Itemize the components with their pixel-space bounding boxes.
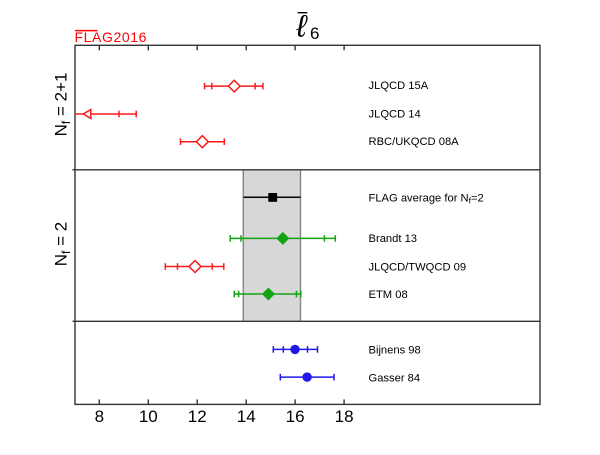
svg-text:16: 16 — [286, 407, 305, 426]
svg-text:JLQCD 14: JLQCD 14 — [369, 108, 421, 120]
svg-text:Nf = 2+1: Nf = 2+1 — [52, 73, 74, 137]
svg-text:8: 8 — [95, 407, 104, 426]
svg-text:18: 18 — [335, 407, 354, 426]
svg-text:12: 12 — [188, 407, 207, 426]
svg-text:14: 14 — [237, 407, 256, 426]
svg-text:Brandt 13: Brandt 13 — [369, 233, 418, 245]
svg-text:FLAG average for Nf=2: FLAG average for Nf=2 — [369, 192, 484, 205]
svg-text:JLQCD 15A: JLQCD 15A — [369, 80, 429, 92]
svg-text:6: 6 — [310, 24, 319, 43]
svg-text:JLQCD/TWQCD 09: JLQCD/TWQCD 09 — [369, 262, 467, 274]
svg-text:10: 10 — [139, 407, 158, 426]
svg-text:RBC/UKQCD 08A: RBC/UKQCD 08A — [369, 136, 460, 148]
svg-text:Gasser 84: Gasser 84 — [369, 373, 421, 385]
svg-text:Nf = 2: Nf = 2 — [52, 222, 74, 266]
svg-text:ℓ: ℓ — [296, 9, 309, 44]
svg-text:Bijnens 98: Bijnens 98 — [369, 344, 421, 356]
svg-text:FLAG2016: FLAG2016 — [75, 29, 148, 45]
svg-text:ETM 08: ETM 08 — [369, 289, 408, 301]
